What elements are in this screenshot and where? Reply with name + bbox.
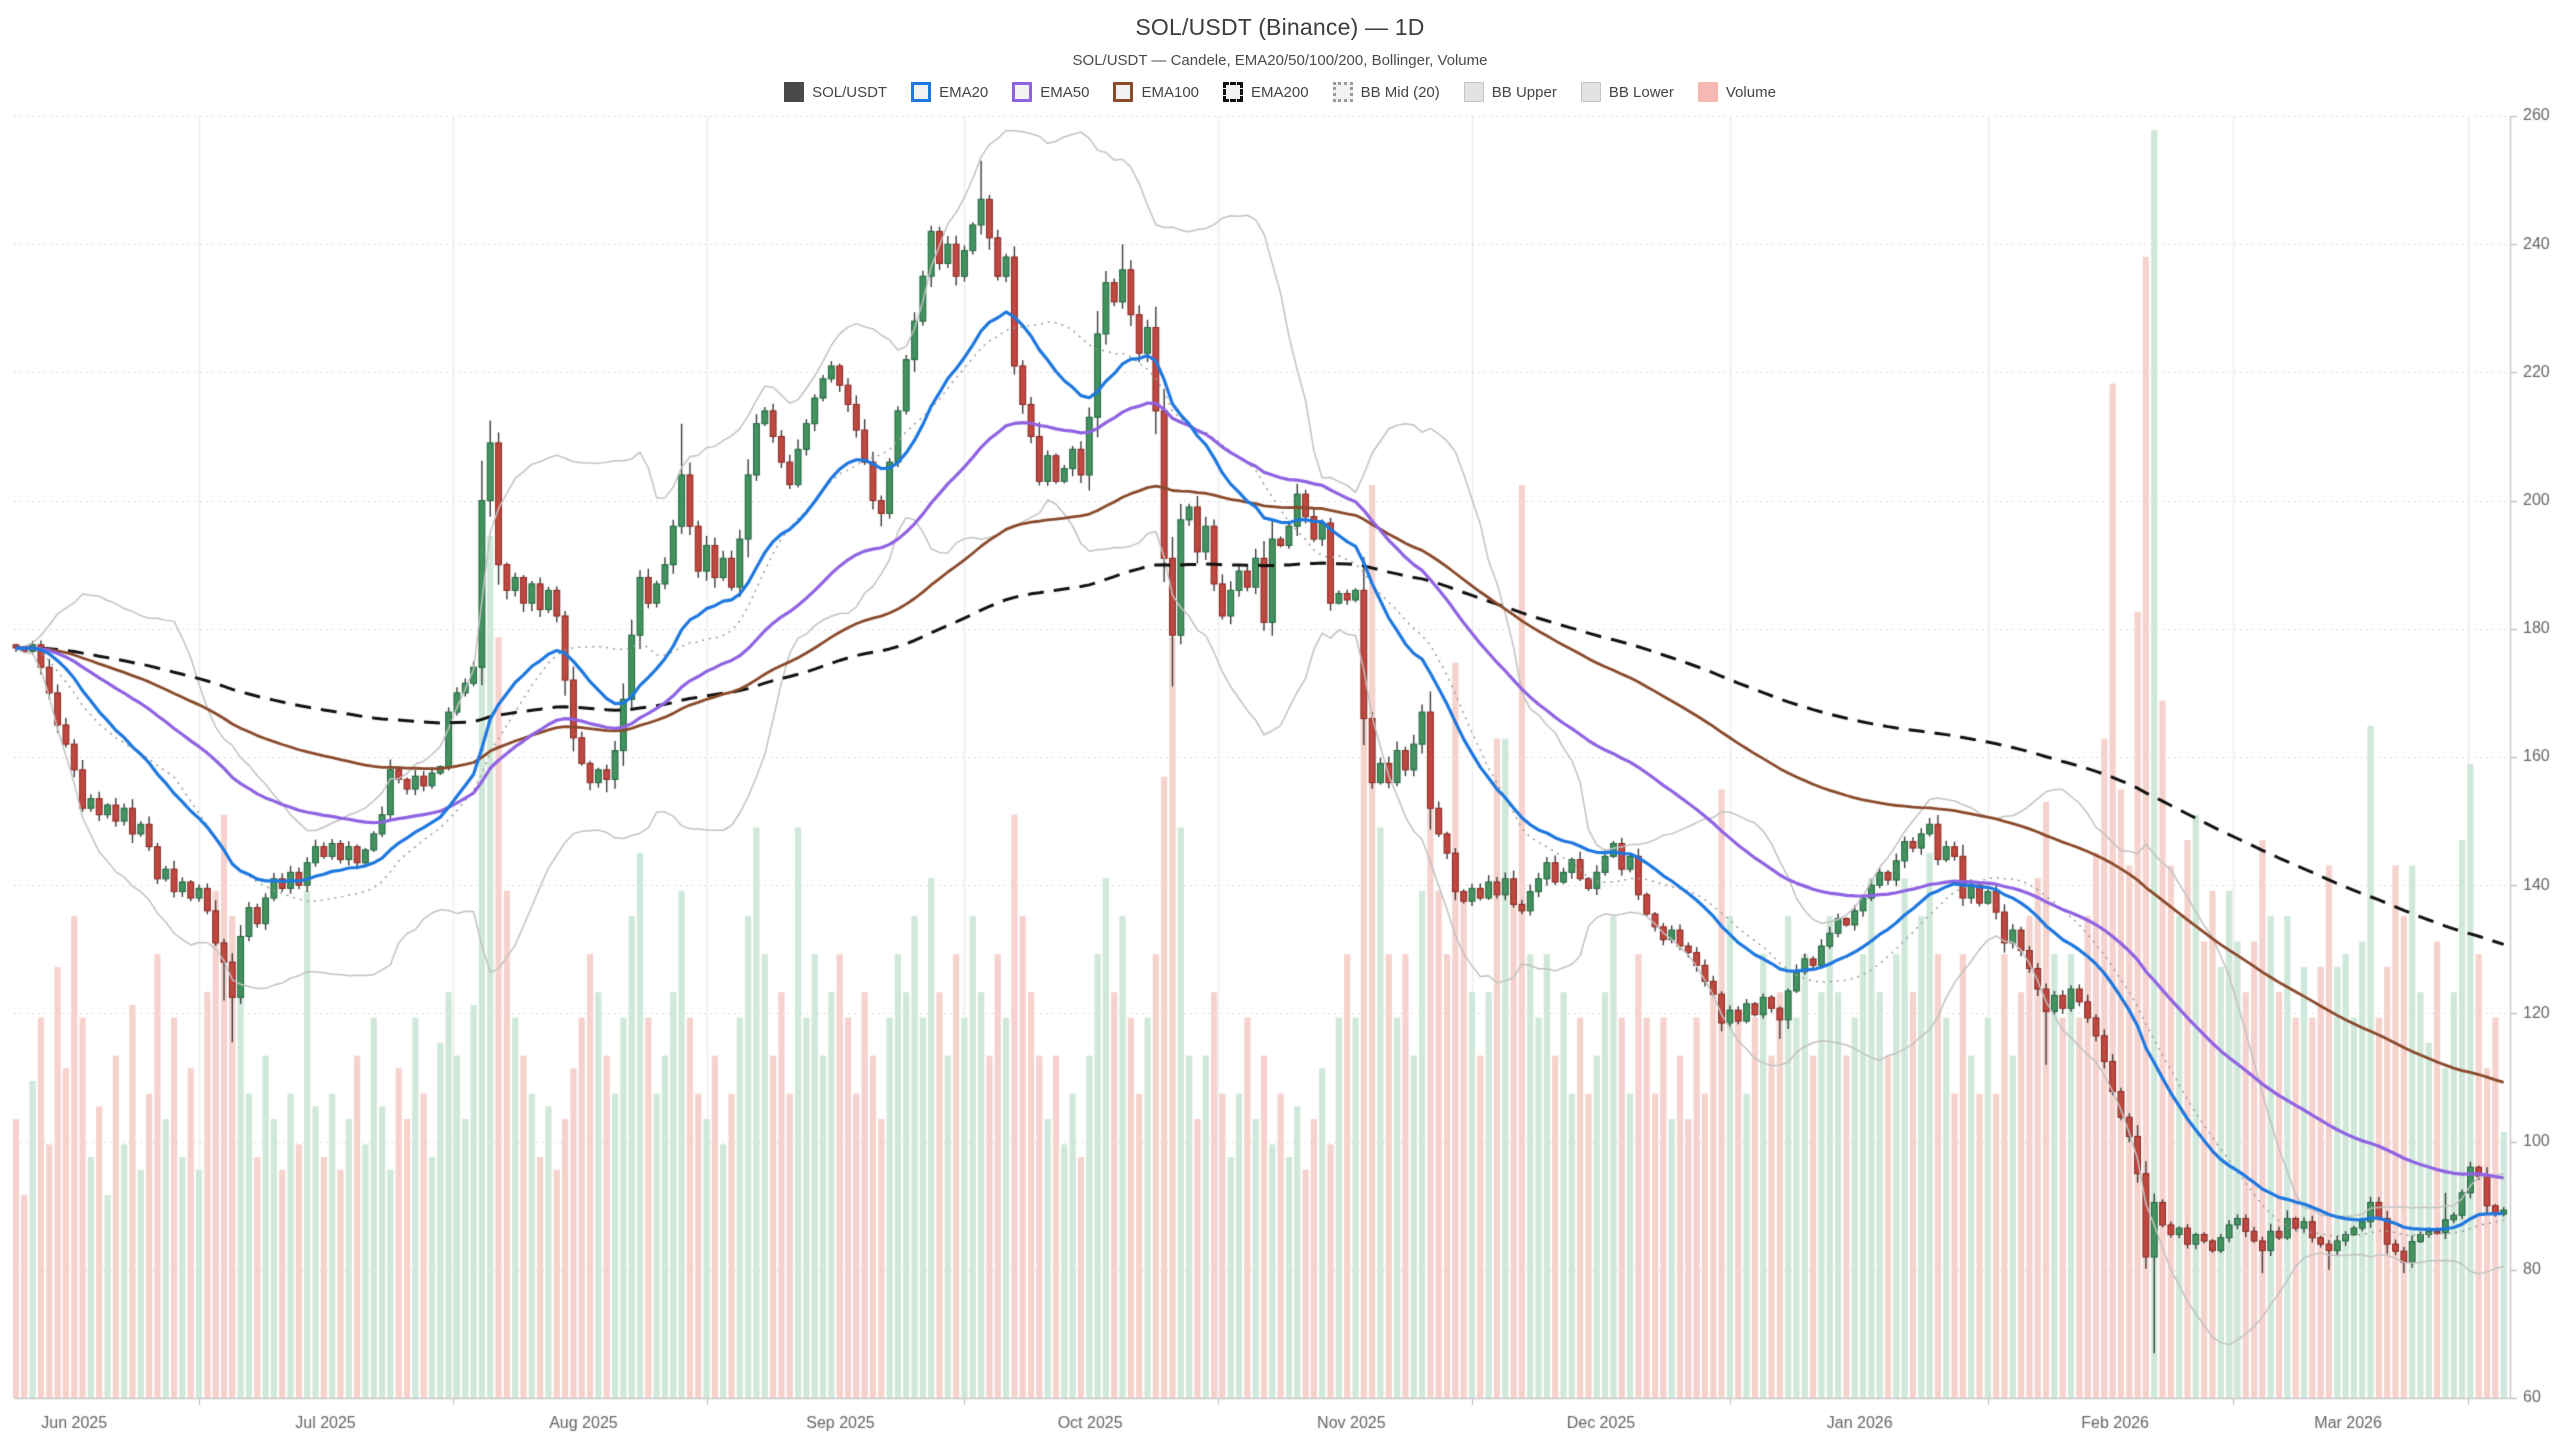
legend-item-volume: Volume [1697, 82, 1776, 102]
legend-swatch-icon [1332, 82, 1353, 102]
legend-swatch-icon [1580, 82, 1601, 102]
legend-label: BB Lower [1608, 83, 1674, 101]
legend-item-sol-usdt: SOL/USDT [784, 82, 887, 102]
legend-item-bb-mid-20: BB Mid (20) [1332, 82, 1440, 102]
legend-item-bb-upper: BB Upper [1463, 82, 1557, 102]
legend-label: EMA50 [1040, 83, 1090, 101]
legend-swatch-icon [1223, 82, 1244, 102]
legend-item-ema100: EMA100 [1113, 82, 1199, 102]
legend-item-ema200: EMA200 [1223, 82, 1309, 102]
legend-label: EMA200 [1251, 83, 1309, 101]
legend-item-ema50: EMA50 [1012, 82, 1089, 102]
page-title: SOL/USDT (Binance) — 1D [1135, 14, 1425, 40]
legend-swatch-icon [784, 82, 805, 102]
legend-label: SOL/USDT [812, 83, 888, 101]
page-subtitle: SOL/USDT — Candele, EMA20/50/100/200, Bo… [1072, 52, 1488, 69]
legend-item-bb-lower: BB Lower [1580, 82, 1674, 102]
legend-swatch-icon [1113, 82, 1134, 102]
legend-swatch-icon [1697, 82, 1718, 102]
legend-swatch-icon [1012, 82, 1033, 102]
legend-label: Volume [1725, 83, 1776, 101]
legend-label: EMA100 [1141, 83, 1200, 101]
legend-swatch-icon [1463, 82, 1484, 102]
chart-header: SOL/USDT (Binance) — 1D SOL/USDT — Cande… [0, 0, 2560, 69]
legend-item-ema20: EMA20 [911, 82, 988, 102]
chart-legend: SOL/USDT EMA20 EMA50 EMA100 EMA200 BB Mid (20… [0, 82, 2560, 102]
legend-swatch-icon [911, 82, 932, 102]
legend-label: BB Upper [1491, 83, 1557, 101]
legend-label: BB Mid (20) [1360, 83, 1440, 101]
legend-label: EMA20 [939, 83, 989, 101]
